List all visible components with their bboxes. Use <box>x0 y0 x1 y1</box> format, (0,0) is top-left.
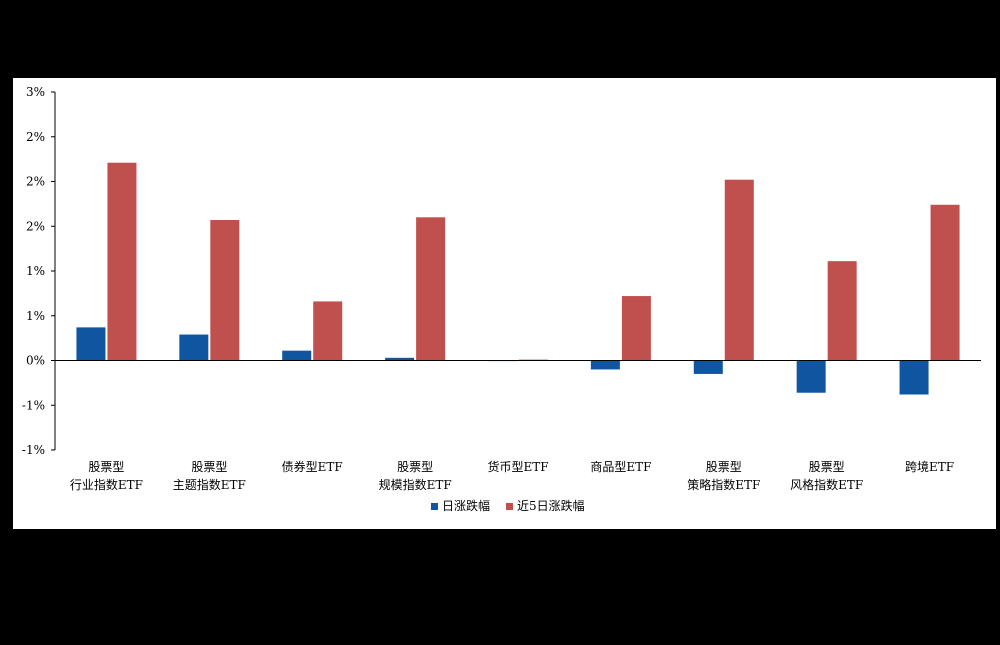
y-tick-label: 2% <box>26 130 45 144</box>
x-category-label: 股票型 <box>397 460 433 474</box>
chart-panel: -1% -1% 0% 1% 1% 2% 2% 2% 3% 股票型行业指数ETF 股票型主题指数ETF… <box>13 78 996 529</box>
x-category-label: 股票型 <box>191 460 227 474</box>
bar-daily <box>899 360 929 395</box>
y-tick-label: 0% <box>26 354 45 368</box>
bar-5day <box>313 301 343 361</box>
bar-daily <box>282 350 312 361</box>
x-category-label: 规模指数ETF <box>379 477 452 492</box>
x-category-label: 策略指数ETF <box>687 477 760 492</box>
bar-daily <box>693 360 723 374</box>
y-tick-label: 1% <box>26 309 45 323</box>
bar-daily <box>385 357 415 361</box>
x-category-label: 债券型ETF <box>282 459 343 474</box>
legend-swatch <box>431 503 438 510</box>
y-tick-label: -1% <box>22 443 45 457</box>
x-category-label: 股票型 <box>706 460 742 474</box>
legend-swatch <box>506 503 513 510</box>
figure-title: 图3：各类型ETF涨跌幅（%，日/周） <box>14 25 516 58</box>
bar-5day <box>724 179 754 361</box>
bar-daily <box>179 334 209 361</box>
bar-5day <box>827 261 857 361</box>
x-category-label: 风格指数ETF <box>790 477 863 492</box>
x-category-label: 货币型ETF <box>487 459 548 474</box>
x-category-label: 商品型ETF <box>590 459 651 474</box>
bar-daily <box>76 327 106 361</box>
y-tick-label: 1% <box>26 264 45 278</box>
bar-5day <box>930 204 960 361</box>
bar-5day <box>416 217 446 361</box>
bar-daily <box>590 360 620 370</box>
x-category-label: 主题指数ETF <box>173 477 246 492</box>
y-tick-label: 2% <box>26 219 45 233</box>
y-tick-label: 3% <box>26 85 45 99</box>
bar-5day <box>107 162 137 361</box>
x-category-label: 股票型 <box>809 460 845 474</box>
bar-daily <box>796 360 826 393</box>
y-tick-label: -1% <box>22 398 45 412</box>
bar-5day <box>621 296 651 361</box>
x-category-label: 股票型 <box>88 460 124 474</box>
x-category-label: 跨境ETF <box>905 459 954 474</box>
source-note: 资料来源：Wind <box>14 565 204 594</box>
legend-label: 近5日涨跌幅 <box>517 498 585 513</box>
y-tick-label: 2% <box>26 175 45 189</box>
x-category-label: 行业指数ETF <box>70 477 143 492</box>
bar-5day <box>210 219 240 361</box>
legend-label: 日涨跌幅 <box>442 498 490 513</box>
